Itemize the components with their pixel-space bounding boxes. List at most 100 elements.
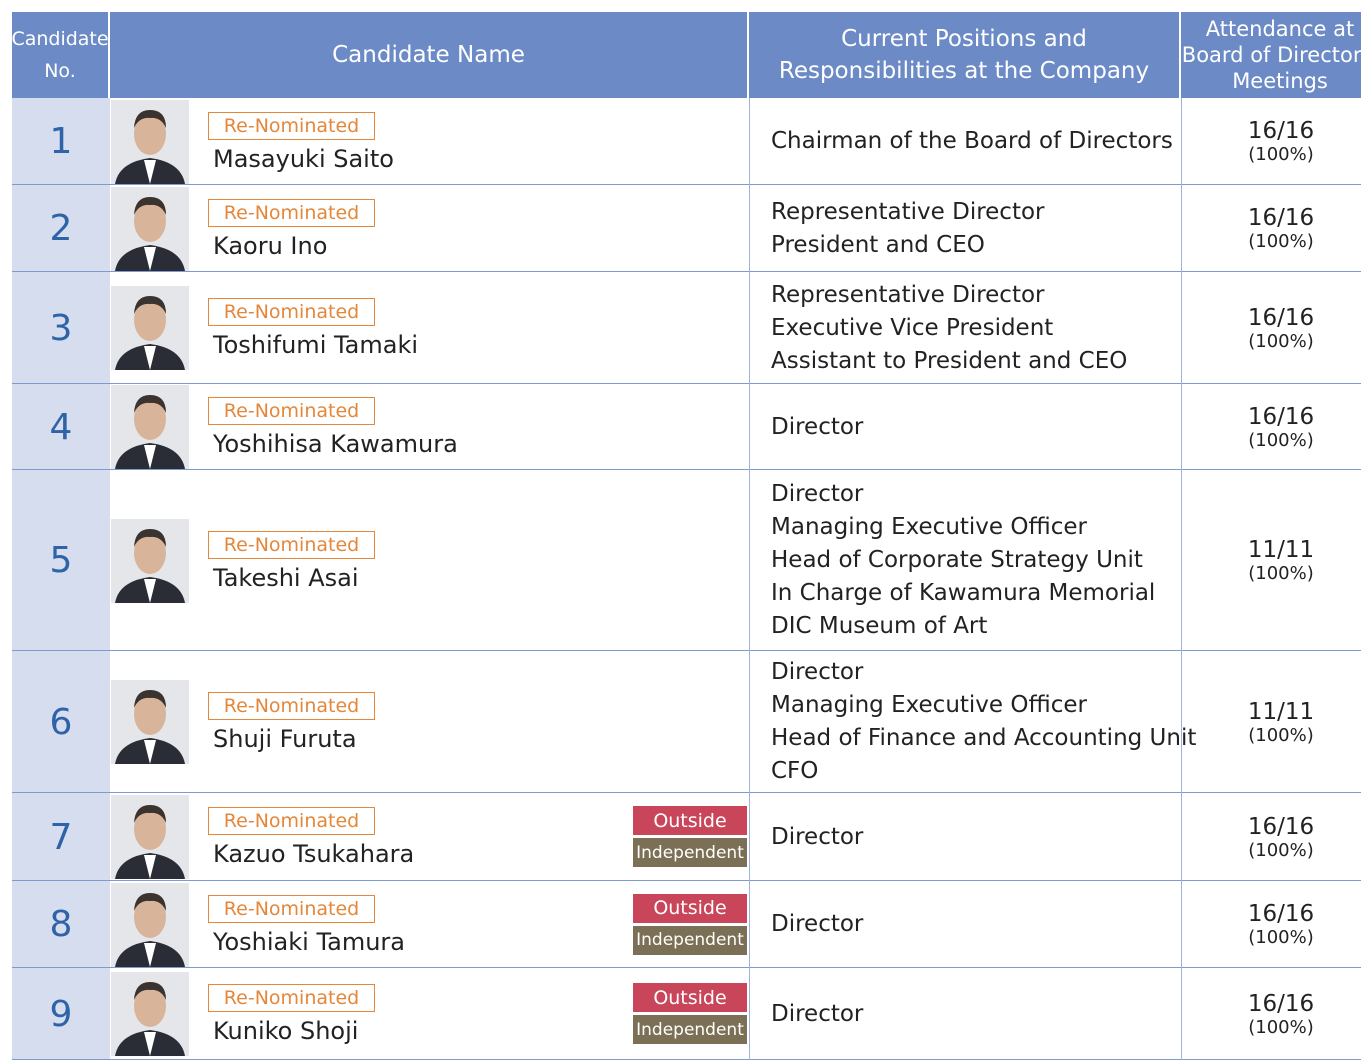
attendance-count: 16/16 (1247, 990, 1315, 1017)
candidate-number: 5 (12, 470, 110, 651)
candidate-name: Kaoru Ino (213, 231, 328, 260)
number-text: 8 (49, 904, 73, 945)
attendance: 16/16 (100%) (1181, 185, 1361, 272)
attendance-count: 11/11 (1247, 537, 1315, 563)
number-text: 1 (49, 121, 73, 162)
row-divider (12, 271, 1361, 272)
number-text: 4 (49, 406, 73, 448)
header-text: Board of Directors' (1181, 43, 1361, 67)
header-text: Attendance at (1205, 17, 1355, 41)
re-nominated-badge: Re-Nominated (208, 111, 375, 140)
attendance-rate: (100%) (1248, 231, 1314, 252)
header-cell: Candidate Name (110, 12, 749, 98)
re-nominated-badge: Re-Nominated (208, 198, 375, 227)
row-divider (12, 650, 1361, 651)
re-nominated-badge: Re-Nominated (208, 984, 375, 1012)
candidate-name: Kuniko Shoji (213, 1017, 359, 1045)
re-nominated-badge: Re-Nominated (208, 298, 375, 326)
photo (111, 882, 189, 967)
col-divider (749, 881, 750, 968)
positions: Director (771, 881, 863, 968)
position-line: DIC Museum of Art (771, 613, 988, 639)
positions: Director (771, 968, 863, 1060)
position-line: Director (771, 823, 864, 850)
attendance-count: 16/16 (1247, 304, 1315, 331)
attendance-count: 16/16 (1247, 901, 1315, 927)
position-line: Assistant to President and CEO (771, 347, 1128, 374)
candidate-number: 6 (12, 651, 110, 793)
attendance-count: 16/16 (1247, 205, 1315, 231)
number-text: 7 (49, 816, 73, 858)
attendance-rate: (100%) (1248, 563, 1314, 584)
independent-badge: Independent (633, 838, 747, 867)
independent-badge: Independent (633, 925, 747, 955)
positions: Chairman of the Board of Directors (771, 98, 1173, 185)
attendance-count: 16/16 (1247, 403, 1315, 430)
candidate-number: 4 (12, 384, 110, 470)
header-text: Candidate (11, 28, 109, 50)
candidate-number: 7 (12, 793, 110, 881)
photo (111, 680, 189, 764)
col-divider (1181, 98, 1182, 185)
header-cell: Current Positions and Responsibilities at… (749, 12, 1181, 98)
row-divider (12, 383, 1361, 384)
attendance-rate: (100%) (1248, 429, 1314, 451)
attendance: 16/16 (100%) (1181, 793, 1361, 881)
number-text: 9 (49, 993, 73, 1035)
attendance-rate: (100%) (1248, 330, 1314, 352)
photo (111, 385, 189, 469)
position-line: President and CEO (771, 231, 985, 258)
col-divider (749, 968, 750, 1060)
positions: Representative Director President and CEO (771, 185, 1045, 272)
attendance-rate: (100%) (1248, 1016, 1314, 1038)
position-line: Chairman of the Board of Directors (771, 128, 1173, 154)
position-line: Representative Director (771, 198, 1045, 225)
header-text: Candidate Name (332, 42, 525, 68)
number-text: 3 (49, 307, 73, 349)
col-divider (749, 98, 750, 185)
position-line: In Charge of Kawamura Memorial (771, 580, 1156, 606)
attendance-rate: (100%) (1248, 724, 1314, 746)
position-line: Managing Executive Officer (771, 692, 1087, 718)
header-cell: Candidate No. (11, 12, 110, 98)
attendance: 16/16 (100%) (1181, 384, 1361, 470)
number-text: 5 (49, 540, 73, 581)
positions: Director Managing Executive Officer Head o… (771, 651, 1196, 793)
col-divider (749, 793, 750, 881)
candidate-number: 2 (12, 185, 110, 272)
header-text: Responsibilities at the Company (778, 58, 1150, 84)
positions: Representative Director Executive Vice Pr… (771, 272, 1127, 384)
photo (111, 795, 189, 879)
candidate-name: Masayuki Saito (213, 144, 394, 173)
col-divider (1181, 384, 1182, 470)
outside-badge: Outside (633, 806, 747, 835)
position-line: CFO (771, 758, 819, 784)
position-line: Director (771, 659, 864, 685)
col-divider (749, 470, 750, 651)
attendance-count: 16/16 (1247, 813, 1315, 840)
col-divider (1181, 968, 1182, 1060)
position-line: Director (771, 413, 864, 440)
attendance: 16/16 (100%) (1181, 98, 1361, 185)
outside-badge: Outside (633, 983, 747, 1012)
re-nominated-badge: Re-Nominated (208, 692, 375, 720)
photo (111, 99, 189, 184)
position-line: Director (771, 1000, 864, 1027)
position-line: Executive Vice President (771, 314, 1054, 341)
attendance-count: 11/11 (1247, 698, 1315, 725)
candidate-number: 1 (12, 98, 110, 185)
attendance-rate: (100%) (1248, 927, 1314, 948)
positions: Director Managing Executive Officer Head o… (771, 470, 1155, 651)
row-divider (12, 792, 1361, 793)
attendance: 16/16 (100%) (1181, 272, 1361, 384)
attendance: 16/16 (100%) (1181, 881, 1361, 968)
candidate-number: 9 (12, 968, 110, 1060)
candidate-number: 3 (12, 272, 110, 384)
header-text: Current Positions and (841, 26, 1087, 52)
photo (111, 518, 189, 603)
re-nominated-badge: Re-Nominated (208, 894, 375, 923)
header-cell: Attendance at Board of Directors' Meetings (1181, 12, 1361, 98)
photo (111, 186, 189, 271)
col-divider (1181, 793, 1182, 881)
